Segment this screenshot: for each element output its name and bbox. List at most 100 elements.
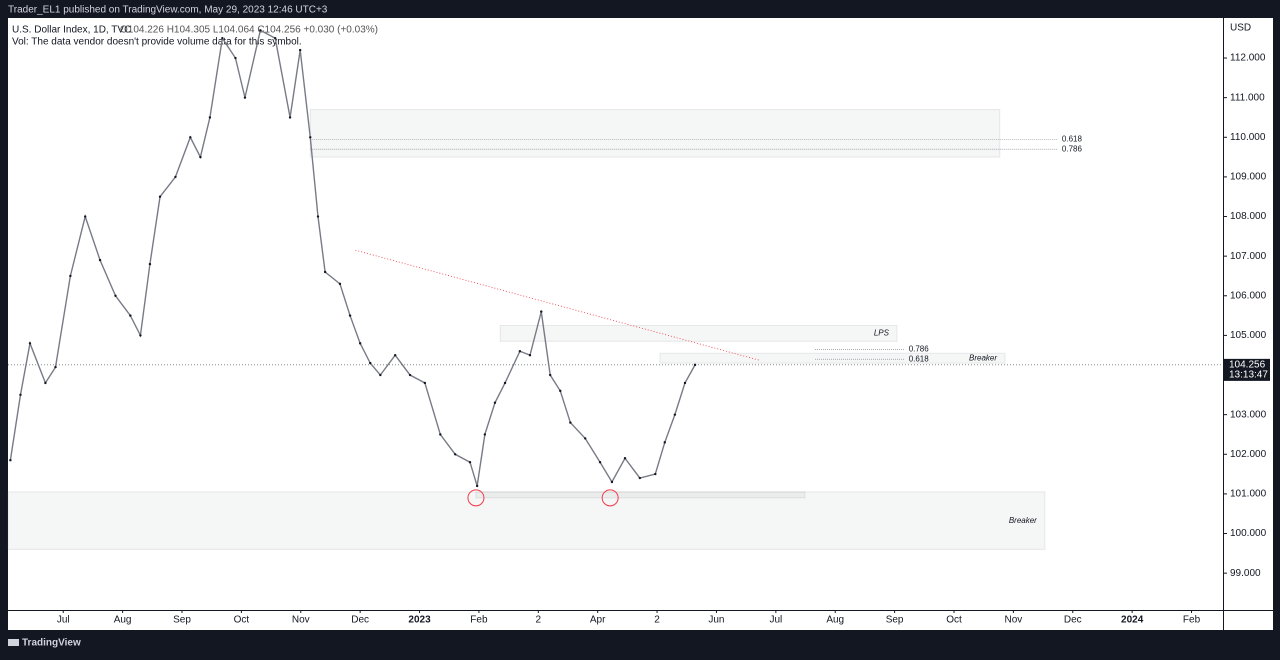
price-point xyxy=(259,29,262,32)
price-point xyxy=(129,314,132,317)
x-tick-label: Jul xyxy=(769,615,782,626)
price-point xyxy=(408,373,412,377)
price-point xyxy=(139,334,142,337)
zone xyxy=(659,352,1006,364)
x-tick-label: Aug xyxy=(826,615,844,626)
zone xyxy=(475,491,806,499)
price-point xyxy=(323,270,327,274)
price-point xyxy=(584,437,587,440)
x-tick-label: Sep xyxy=(886,615,904,626)
price-point xyxy=(298,48,302,52)
y-tick-label: 101.000 xyxy=(1230,489,1267,500)
price-point xyxy=(316,215,320,218)
x-tick-label: 2 xyxy=(536,615,542,626)
x-tick-label: 2 xyxy=(654,615,660,626)
y-tick-label: 110.000 xyxy=(1230,132,1266,143)
zone-label: LPS xyxy=(874,329,890,338)
price-point xyxy=(518,350,522,353)
zone xyxy=(7,491,1046,550)
price-point xyxy=(673,413,677,416)
fib-label: 0.786 xyxy=(1062,144,1083,153)
price-point xyxy=(199,155,202,159)
last-price-label: 104.256 xyxy=(1229,360,1266,371)
fib-label: 0.618 xyxy=(1062,134,1083,143)
price-point xyxy=(483,433,487,436)
currency: USD xyxy=(1230,23,1251,34)
price-point xyxy=(174,175,177,179)
y-tick-label: 103.000 xyxy=(1230,409,1267,420)
price-point xyxy=(559,389,562,393)
y-tick-label: 108.000 xyxy=(1230,211,1267,222)
price-point xyxy=(9,459,12,462)
chart-area xyxy=(8,18,1273,630)
zone-label: Breaker xyxy=(969,353,997,362)
fib-label: 0.786 xyxy=(909,344,930,353)
x-tick-label: Jun xyxy=(708,615,724,626)
price-point xyxy=(243,96,247,99)
brand: TradingView xyxy=(22,638,81,649)
y-tick-label: 111.000 xyxy=(1230,92,1265,103)
y-tick-label: 100.000 xyxy=(1230,528,1267,539)
price-point xyxy=(623,457,627,460)
marker-circle xyxy=(601,489,619,507)
price-point xyxy=(393,354,397,357)
price-point xyxy=(468,460,472,464)
y-tick-label: 106.000 xyxy=(1230,290,1267,301)
price-point xyxy=(69,274,72,278)
x-tick-label: Jul xyxy=(57,615,70,626)
y-tick-label: 99.000 xyxy=(1230,568,1261,579)
price-point xyxy=(288,116,292,119)
y-tick-label: 105.000 xyxy=(1230,330,1267,341)
price-point xyxy=(569,421,572,424)
price-point xyxy=(158,195,162,198)
x-tick-label: 2023 xyxy=(408,615,431,626)
countdown: 13:13:47 xyxy=(1229,370,1268,381)
price-point xyxy=(453,453,457,456)
symbol: U.S. Dollar Index, 1D, TVC xyxy=(12,25,131,36)
price-point xyxy=(540,310,543,313)
price-point xyxy=(663,441,666,444)
price-point xyxy=(28,342,32,345)
price-point xyxy=(274,37,277,40)
price-point xyxy=(598,460,602,464)
price-point xyxy=(309,136,312,139)
price-point xyxy=(683,381,687,385)
price-point xyxy=(348,314,352,317)
ohlc: O104.226 H104.305 L104.064 C104.256 +0.0… xyxy=(120,25,378,36)
logo xyxy=(8,639,19,646)
fib-label: 0.618 xyxy=(909,354,930,363)
x-tick-label: Oct xyxy=(234,615,250,626)
published: Trader_EL1 published on TradingView.com,… xyxy=(8,5,328,16)
price-point xyxy=(358,342,362,345)
price-point xyxy=(528,354,532,357)
price-point xyxy=(44,381,47,385)
price-point xyxy=(638,476,642,480)
last-price-box xyxy=(1224,358,1270,381)
volume-note: Vol: The data vendor doesn't provide vol… xyxy=(12,37,302,48)
y-tick-label: 112.000 xyxy=(1230,53,1266,64)
price-point xyxy=(548,373,552,377)
price-point xyxy=(83,215,87,218)
x-tick-label: Dec xyxy=(1064,615,1082,626)
x-tick-label: Sep xyxy=(173,615,191,626)
price-point xyxy=(610,480,614,484)
price-point xyxy=(234,56,237,60)
price-point xyxy=(189,136,192,139)
zone-label: Breaker xyxy=(1009,516,1037,525)
x-tick-label: Dec xyxy=(351,615,369,626)
marker-circle xyxy=(467,489,485,507)
x-tick-label: Aug xyxy=(114,615,132,626)
price-point xyxy=(475,484,479,488)
price-point xyxy=(114,294,117,297)
price-point xyxy=(503,381,507,385)
x-tick-label: Oct xyxy=(946,615,962,626)
y-tick-label: 102.000 xyxy=(1230,449,1267,460)
price-point xyxy=(338,282,342,286)
price-point xyxy=(379,373,382,377)
y-tick-label: 107.000 xyxy=(1230,251,1267,262)
price-point xyxy=(369,361,372,365)
price-point xyxy=(208,116,212,119)
price-point xyxy=(221,37,224,40)
